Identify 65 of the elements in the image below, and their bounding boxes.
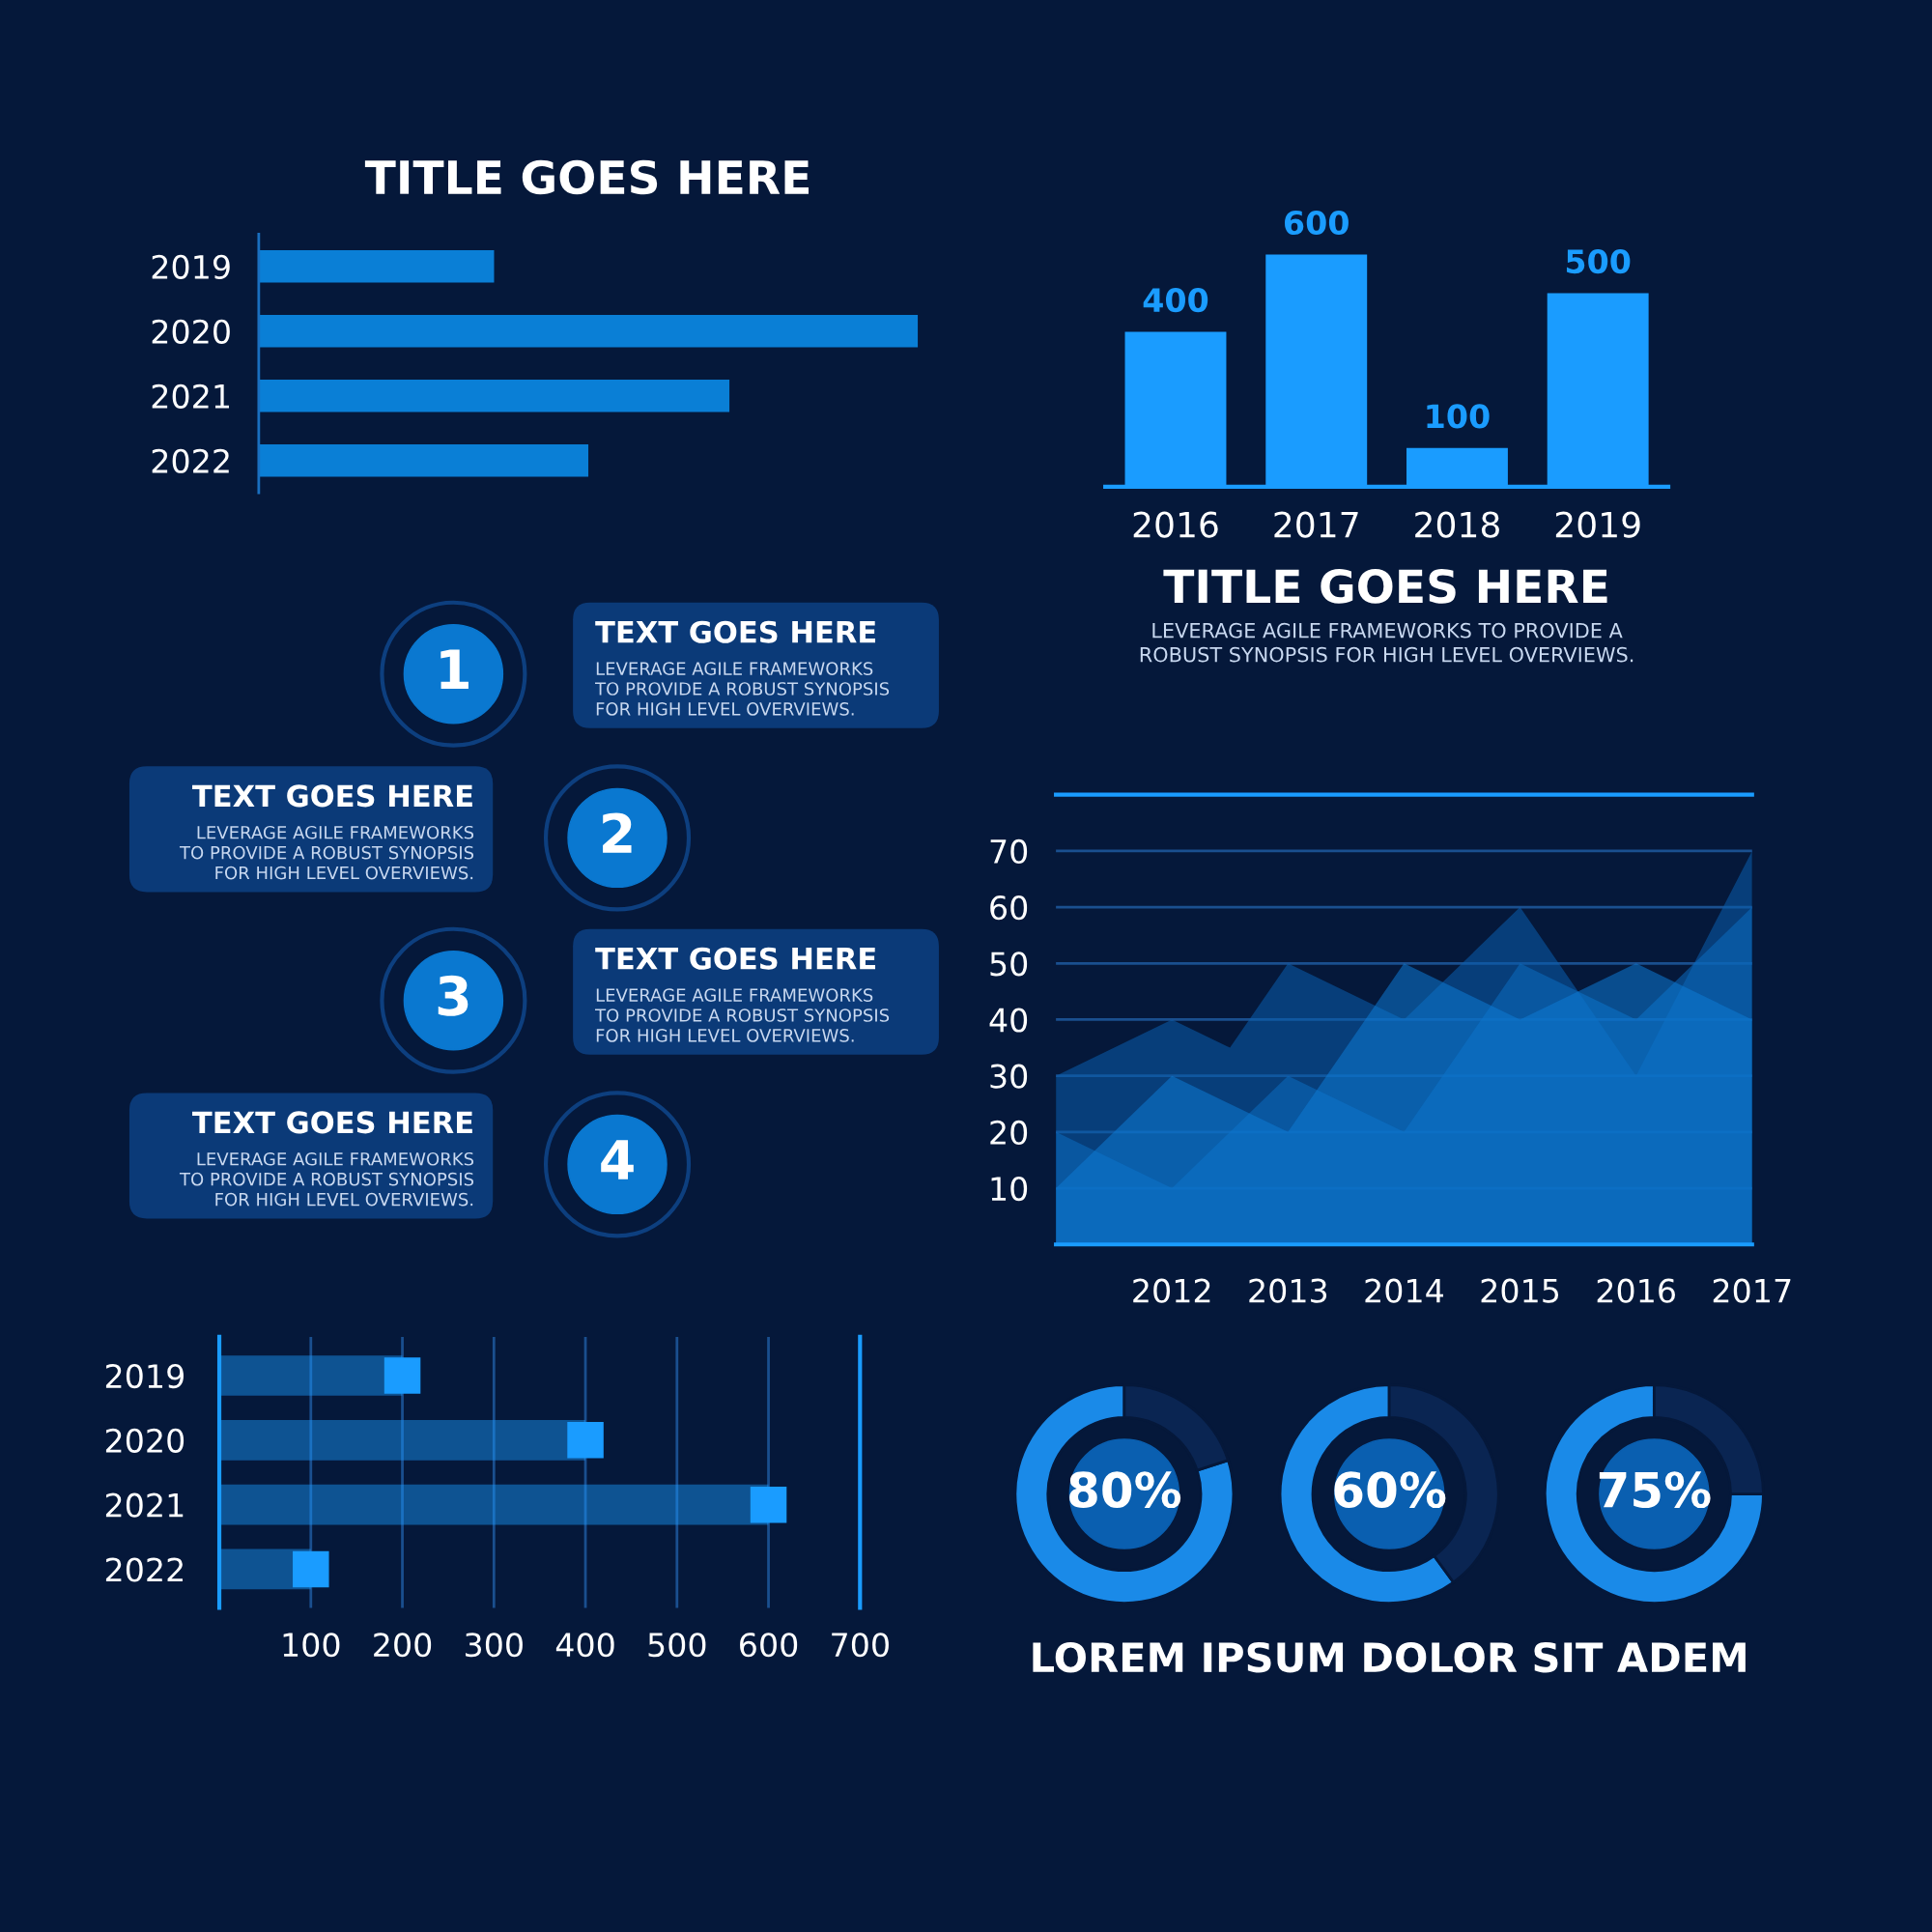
bar xyxy=(258,315,919,348)
text: 3 xyxy=(438,975,469,1016)
donut-slice xyxy=(1543,1383,1765,1605)
point xyxy=(293,1550,329,1588)
x-tick-label: 2018 xyxy=(1415,511,1499,538)
donut-slice xyxy=(1013,1383,1236,1605)
y-tick-label: 70 xyxy=(990,838,1028,865)
data-label: 400 xyxy=(1143,288,1208,313)
y-tick-label: 10 xyxy=(991,1176,1028,1202)
text: TEXT GOES HERE xyxy=(595,947,876,970)
x-tick-label: 2019 xyxy=(1555,511,1640,538)
x-tick-label: 2013 xyxy=(1249,1278,1327,1303)
x-tick-label: 200 xyxy=(374,1633,432,1658)
bar xyxy=(258,380,730,412)
y-tick-label: 50 xyxy=(990,952,1028,977)
text: TEXT GOES HERE xyxy=(192,784,472,808)
x-tick-label: 2015 xyxy=(1481,1278,1559,1303)
x-tick-label: 2017 xyxy=(1713,1278,1791,1303)
y-tick-label: 2019 xyxy=(152,254,230,279)
point xyxy=(567,1422,604,1459)
y-tick-label: 2021 xyxy=(152,384,229,409)
text: LEVERAGE AGILE FRAMEWORKS TO PROVIDE A ROBUST SYNOPSIS FOR HIGH LEVEL OVERVIEWS. xyxy=(179,825,474,880)
y-tick-label: 2020 xyxy=(152,319,230,344)
data-label: 600 xyxy=(1285,210,1349,236)
data-label: 100 xyxy=(1427,404,1490,429)
data-label: 500 xyxy=(1566,248,1631,274)
bar xyxy=(258,443,589,477)
text: 2 xyxy=(603,812,632,853)
x-tick-label: 2016 xyxy=(1597,1278,1675,1303)
text: TEXT GOES HERE xyxy=(595,620,876,643)
x-tick-label: 400 xyxy=(555,1633,614,1658)
x-tick-label: 100 xyxy=(283,1633,340,1658)
point xyxy=(750,1486,787,1523)
text: 4 xyxy=(601,1140,634,1179)
bar xyxy=(258,250,495,283)
x-tick-label: 500 xyxy=(648,1633,706,1658)
y-tick-label: 20 xyxy=(990,1120,1028,1146)
y-tick-label: 30 xyxy=(990,1064,1028,1089)
data-label: 60% xyxy=(1334,1471,1446,1509)
y-tick-label: 60 xyxy=(990,895,1028,921)
text: LEVERAGE AGILE FRAMEWORKS TO PROVIDE A ROBUST SYNOPSIS FOR HIGH LEVEL OVERVIEWS. xyxy=(179,1151,474,1207)
text: LEVERAGE AGILE FRAMEWORKS TO PROVIDE A ROBUST SYNOPSIS FOR HIGH LEVEL OVERVIEWS. xyxy=(595,662,890,716)
x-tick-label: 300 xyxy=(466,1633,523,1658)
point xyxy=(384,1357,421,1394)
x-tick-label: 2017 xyxy=(1274,511,1358,538)
data-label: 75% xyxy=(1599,1471,1711,1509)
y-tick-label: 2022 xyxy=(152,448,229,473)
chart-title: TITLE GOES HERE xyxy=(364,159,809,195)
y-tick-label: 2021 xyxy=(105,1492,184,1518)
text: LEVERAGE AGILE FRAMEWORKS TO PROVIDE A ROBUST SYNOPSIS FOR HIGH LEVEL OVERVIEWS. xyxy=(1140,622,1634,663)
x-tick-label: 2012 xyxy=(1133,1278,1210,1303)
y-tick-label: 40 xyxy=(989,1008,1028,1033)
text: TEXT GOES HERE xyxy=(192,1111,472,1134)
x-tick-label: 2014 xyxy=(1365,1278,1443,1303)
x-tick-label: 600 xyxy=(740,1633,798,1658)
data-label: 80% xyxy=(1069,1471,1181,1509)
text: TITLE GOES HERE xyxy=(1163,569,1607,604)
x-tick-label: 700 xyxy=(832,1633,889,1658)
text: 1 xyxy=(440,649,469,690)
y-tick-label: 2020 xyxy=(105,1428,185,1453)
y-tick-label: 2019 xyxy=(105,1363,184,1389)
text: LEVERAGE AGILE FRAMEWORKS TO PROVIDE A ROBUST SYNOPSIS FOR HIGH LEVEL OVERVIEWS. xyxy=(595,988,890,1042)
x-tick-label: 2016 xyxy=(1133,511,1218,538)
text: LOREM IPSUM DOLOR SIT ADEM xyxy=(1033,1641,1746,1673)
y-tick-label: 2022 xyxy=(105,1557,183,1582)
